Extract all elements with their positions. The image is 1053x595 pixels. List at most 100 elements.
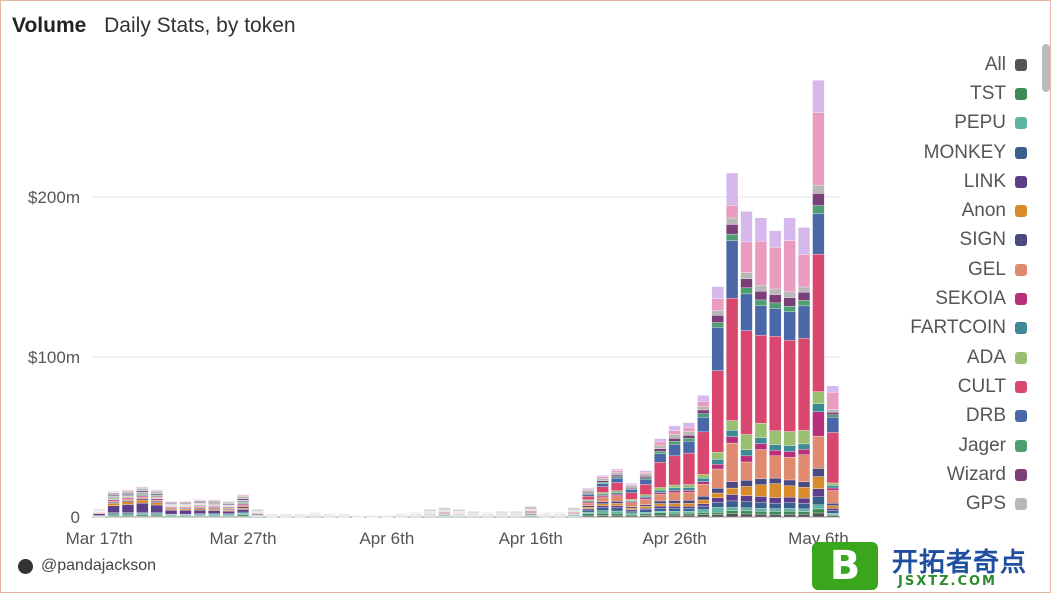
bar-segment-gps[interactable] — [610, 472, 624, 476]
bar-segment-pepu[interactable] — [121, 513, 135, 516]
bar-segment-gel[interactable] — [236, 505, 250, 507]
bar-segment-fartcoin[interactable] — [740, 449, 753, 457]
bar-segment-anon[interactable] — [150, 502, 163, 506]
bar-segment-wizard[interactable] — [150, 493, 163, 496]
bar-segment-cult[interactable] — [726, 298, 739, 421]
bar-segment-fartcoin[interactable] — [654, 489, 667, 493]
bar-segment-jager[interactable] — [639, 477, 652, 480]
bar-segment-fartcoin[interactable] — [682, 487, 696, 491]
bar-segment-other[interactable] — [697, 401, 710, 407]
bar-segment-sign[interactable] — [639, 504, 652, 507]
bar-segment-fartcoin[interactable] — [582, 500, 595, 503]
bar-segment-cult[interactable] — [740, 330, 753, 435]
bar-segment-ada[interactable] — [654, 487, 667, 491]
bar-segment-anon[interactable] — [208, 509, 221, 511]
bar-segment-gel[interactable] — [697, 484, 710, 497]
bar-segment-tst[interactable] — [668, 512, 681, 516]
bar-segment-wizard[interactable] — [783, 297, 796, 307]
bar-segment-anon[interactable] — [582, 507, 595, 509]
bar-segment-sign[interactable] — [582, 505, 595, 508]
bar-segment-wizard[interactable] — [797, 292, 811, 301]
bar-segment-pepu[interactable] — [783, 508, 796, 512]
bar-segment-sekoia[interactable] — [236, 504, 250, 506]
bar-segment-gps[interactable] — [438, 507, 451, 510]
bar-segment-drb[interactable] — [682, 441, 696, 454]
bar-segment-monkey[interactable] — [740, 501, 753, 508]
legend-item-link[interactable]: LINK — [827, 167, 1027, 196]
bar-segment-gel[interactable] — [740, 461, 753, 481]
bar-segment-sekoia[interactable] — [783, 451, 796, 458]
bar-segment-anon[interactable] — [639, 506, 652, 509]
bar-segment-tst[interactable] — [610, 513, 624, 516]
bar-segment-other[interactable] — [107, 491, 120, 493]
bar-segment-drb[interactable] — [654, 453, 667, 463]
bar-segment-cult[interactable] — [697, 431, 710, 475]
bar-segment-gps[interactable] — [711, 310, 724, 316]
bar-segment-all[interactable] — [726, 513, 739, 518]
bar-segment-pepu[interactable] — [193, 514, 206, 516]
bar-segment-sekoia[interactable] — [208, 506, 221, 508]
bar-segment-gps[interactable] — [179, 501, 192, 504]
bar-segment-cult[interactable] — [668, 455, 681, 486]
bar-segment-cult[interactable] — [783, 340, 796, 432]
bar-segment-other[interactable] — [654, 441, 667, 446]
bar-segment-ada[interactable] — [754, 422, 767, 438]
bar-segment-wizard[interactable] — [769, 294, 782, 304]
bar-segment-monkey[interactable] — [754, 502, 767, 509]
bar-segment-other[interactable] — [208, 499, 221, 501]
bar-segment-sign[interactable] — [682, 500, 696, 504]
bar-segment-anon[interactable] — [682, 503, 696, 507]
bar-segment-anon[interactable] — [668, 503, 681, 507]
bar-segment-sekoia[interactable] — [711, 464, 724, 470]
bar-segment-wizard[interactable] — [726, 224, 739, 235]
bar-segment-sign[interactable] — [654, 500, 667, 504]
bar-segment-wizard[interactable] — [812, 193, 825, 206]
bar-segment-link[interactable] — [136, 502, 149, 513]
bar-segment-anon[interactable] — [625, 507, 638, 510]
bar-segment-jager[interactable] — [740, 287, 753, 295]
bar-segment-ada[interactable] — [726, 420, 739, 431]
bar-segment-tst[interactable] — [654, 512, 667, 516]
bar-segment-ada[interactable] — [740, 434, 753, 450]
bar-segment-monkey[interactable] — [107, 512, 120, 514]
bar-segment-tst[interactable] — [625, 514, 638, 517]
bar-segment-ada[interactable] — [711, 452, 724, 460]
bar-segment-cult[interactable] — [711, 370, 724, 453]
bar-segment-gel[interactable] — [639, 499, 652, 505]
bar-segment-other[interactable] — [740, 241, 753, 273]
bar-segment-tst[interactable] — [740, 510, 753, 515]
bar-segment-gel[interactable] — [136, 497, 149, 499]
bar-segment-fartcoin[interactable] — [610, 492, 624, 495]
bar-segment-other[interactable] — [654, 438, 667, 443]
bar-segment-gel[interactable] — [610, 495, 624, 502]
bar-segment-wizard[interactable] — [596, 480, 609, 483]
bar-segment-gps[interactable] — [639, 473, 652, 477]
bar-segment-gps[interactable] — [812, 185, 825, 194]
bar-segment-sekoia[interactable] — [697, 481, 710, 485]
bar-segment-monkey[interactable] — [654, 508, 667, 512]
bar-segment-link[interactable] — [812, 488, 825, 497]
bar-segment-ada[interactable] — [697, 474, 710, 479]
bar-segment-all[interactable] — [754, 513, 767, 518]
bar-segment-drb[interactable] — [639, 479, 652, 485]
bar-segment-sign[interactable] — [596, 501, 609, 504]
bar-segment-drb[interactable] — [697, 417, 710, 433]
bar-segment-fartcoin[interactable] — [625, 500, 638, 502]
bar-segment-monkey[interactable] — [726, 500, 739, 508]
bar-segment-sign[interactable] — [812, 468, 825, 477]
bar-segment-tst[interactable] — [150, 514, 163, 517]
bar-segment-other[interactable] — [150, 489, 163, 491]
bar-segment-monkey[interactable] — [769, 502, 782, 509]
bar-segment-tst[interactable] — [582, 513, 595, 517]
bar-segment-drb[interactable] — [726, 240, 739, 299]
bar-segment-link[interactable] — [208, 510, 221, 514]
bar-segment-anon[interactable] — [754, 484, 767, 497]
bar-segment-anon[interactable] — [740, 486, 753, 496]
bar-segment-gps[interactable] — [726, 217, 739, 225]
bar-segment-drb[interactable] — [812, 213, 825, 255]
bar-segment-sekoia[interactable] — [812, 411, 825, 437]
bar-segment-monkey[interactable] — [596, 507, 609, 511]
bar-segment-other[interactable] — [797, 254, 811, 288]
bar-segment-other[interactable] — [711, 298, 724, 311]
bar-segment-sekoia[interactable] — [150, 498, 163, 501]
